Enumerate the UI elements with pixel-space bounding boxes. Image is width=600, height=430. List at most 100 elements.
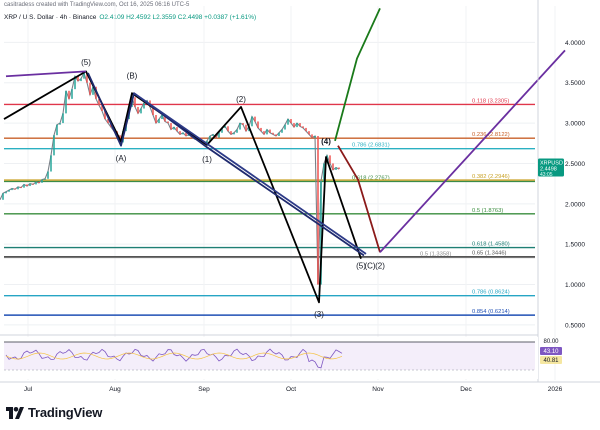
tradingview-logo[interactable]: TradingView — [6, 405, 102, 420]
price-candle — [137, 106, 139, 114]
price-candle — [323, 163, 325, 182]
x-tick-label: Oct — [286, 386, 296, 393]
price-candle — [302, 126, 304, 128]
price-candle — [83, 73, 85, 79]
y-tick-label: 4.0000 — [565, 40, 585, 47]
rsi-label: 80.00 — [543, 339, 559, 345]
price-candle — [26, 184, 28, 187]
wave-label: (5) — [356, 261, 366, 270]
fib-level-label: 0.618 (1.4580) — [472, 242, 510, 248]
price-candle — [56, 124, 58, 136]
price-candle — [17, 186, 19, 190]
fib-level-label: 0.65 (1.3446) — [472, 251, 507, 257]
price-candle — [92, 86, 94, 95]
price-candle — [29, 183, 31, 187]
price-candle — [293, 123, 295, 128]
price-candle — [251, 116, 253, 127]
price-candle — [44, 178, 46, 180]
price-candle — [275, 134, 277, 136]
price-candle — [86, 73, 88, 83]
price-candle — [188, 134, 190, 136]
wave-lines — [3, 8, 566, 304]
y-tick-label: 0.5000 — [565, 322, 585, 329]
y-tick-label: 1.0000 — [565, 282, 585, 289]
rsi-ma-line — [5, 352, 343, 360]
price-candle — [35, 182, 37, 185]
price-candle — [80, 78, 82, 82]
wave-label: (3) — [314, 310, 324, 319]
price-candle — [59, 123, 61, 125]
symbol-label[interactable]: XRP / U.S. Dollar · 4h · Binance — [4, 14, 97, 21]
x-tick-label: Aug — [109, 386, 121, 393]
price-candle — [161, 115, 163, 120]
fib-level-label: 0.786 (2.6831) — [352, 143, 390, 149]
price-candle — [143, 102, 145, 109]
price-candle — [218, 132, 220, 138]
grid-layer — [4, 6, 556, 380]
wave-line — [337, 145, 381, 253]
price-candle — [278, 132, 280, 136]
price-candle — [101, 105, 103, 111]
price-candle — [179, 131, 181, 135]
price-candle — [164, 115, 166, 122]
price-candle — [77, 76, 79, 82]
price-candle — [254, 116, 256, 122]
price-candle — [209, 135, 211, 141]
wave-line — [379, 49, 566, 253]
wave-label: (4) — [321, 137, 331, 146]
price-candle — [245, 124, 247, 132]
price-candle — [332, 163, 334, 170]
price-candle — [11, 188, 13, 191]
price-candle — [182, 132, 184, 135]
wave-label: (2) — [375, 261, 385, 270]
price-candle — [266, 129, 268, 135]
price-candle — [5, 191, 7, 194]
price-candle — [221, 127, 223, 133]
price-candle — [173, 127, 175, 130]
wave-label: (B) — [127, 72, 138, 81]
price-candle — [14, 188, 16, 190]
price-candle — [284, 124, 286, 130]
price-candle — [68, 90, 70, 99]
price-candle — [290, 119, 292, 124]
y-tick-label: 3.5000 — [565, 80, 585, 87]
price-candle — [23, 184, 25, 188]
price-candle — [185, 132, 187, 136]
price-candle — [155, 115, 157, 124]
fib-level-label: 0.854 (0.6214) — [472, 309, 510, 315]
wave-label: (A) — [116, 154, 127, 163]
price-candle — [227, 126, 229, 132]
price-candle — [260, 127, 262, 132]
price-candle — [233, 132, 235, 135]
price-candle — [107, 119, 109, 124]
price-candle — [236, 129, 238, 133]
price-candle — [158, 119, 160, 124]
wave-line — [334, 8, 381, 142]
price-candle — [38, 182, 40, 184]
fib-level-label: 0.382 (2.2946) — [472, 174, 510, 180]
price-candle — [212, 134, 214, 136]
fib-level-label: 0.618 (2.2767) — [352, 175, 390, 181]
price-candle — [65, 90, 67, 114]
price-tag-price: 2.4498 — [540, 166, 557, 172]
rsi-label-bg — [540, 347, 562, 355]
rsi-label-bg — [540, 356, 562, 364]
rsi-label: 43.10 — [543, 349, 559, 355]
price-candle — [89, 82, 91, 95]
fib-level-label: 0.118 (3.2305) — [472, 98, 509, 104]
wave-label: (2) — [236, 95, 246, 104]
price-candle — [311, 134, 313, 138]
wave-line — [3, 70, 362, 304]
axis-layer: 4.0000 3.5000 3.0000 2.5000 2.0000 1.5000 1.00… — [0, 0, 600, 393]
price-candle — [335, 167, 337, 170]
fib-level-label: 0.786 (0.8624) — [472, 290, 510, 296]
price-candle — [41, 179, 43, 183]
x-tick-label: Dec — [460, 386, 472, 393]
rsi-pane: 80.00 43.10 40.81 — [0, 334, 562, 379]
fib-level-label: 0.5 (1.3358) — [420, 251, 451, 257]
price-candle — [305, 127, 307, 132]
price-candle — [167, 121, 169, 124]
y-tick-label: 2.5000 — [565, 161, 585, 168]
rsi-line — [5, 348, 343, 369]
